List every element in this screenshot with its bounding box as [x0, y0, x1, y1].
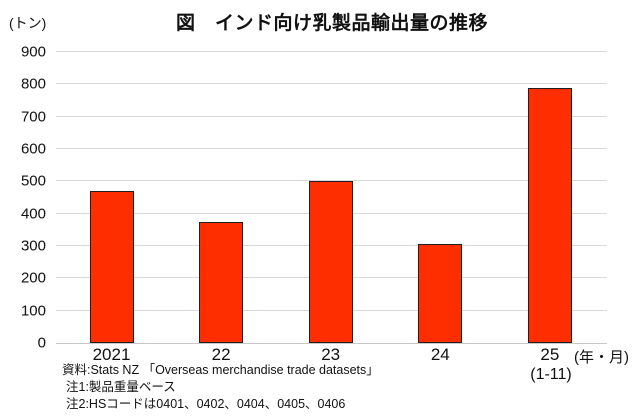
chart-title: 図 インド向け乳製品輸出量の推移 — [175, 13, 488, 34]
note-1: 注1:製品重量ベース — [66, 380, 176, 394]
bar-22 — [199, 221, 244, 343]
xtick-label-25: 25 — [540, 345, 560, 364]
ytick-label-500: 500 — [20, 172, 46, 190]
ytick-label-800: 800 — [20, 75, 46, 93]
ytick-label-300: 300 — [20, 237, 46, 255]
x-axis-sub-label: (1-11) — [530, 366, 572, 383]
bar-2021 — [89, 191, 134, 343]
x-axis-labels: 2021 22 23 24 25 — [56, 345, 607, 366]
xtick-label-23: 23 — [321, 345, 341, 364]
xtick-label-22: 22 — [211, 345, 231, 364]
gridline-0 — [56, 343, 607, 344]
y-axis-unit-label: (トン) — [9, 15, 47, 31]
bar-24 — [418, 244, 463, 343]
ytick-label-900: 900 — [20, 43, 46, 61]
ytick-label-200: 200 — [20, 269, 46, 287]
ytick-label-700: 700 — [20, 108, 46, 126]
gridline-800 — [56, 83, 607, 85]
y-axis-labels: 900 800 700 600 500 400 300 200 100 0 — [0, 45, 46, 351]
gridline-600 — [56, 147, 607, 149]
gridline-700 — [56, 115, 607, 117]
notes-block: 資料:Stats NZ 「Overseas merchandise trade … — [62, 362, 379, 413]
xtick-label-2021: 2021 — [92, 345, 131, 364]
plot-area — [56, 51, 607, 344]
ytick-label-100: 100 — [20, 302, 46, 320]
note-2: 注2:HSコードは0401、0402、0404、0405、0406 — [66, 397, 346, 411]
gridline-900 — [56, 51, 607, 52]
source-note: 資料:Stats NZ 「Overseas merchandise trade … — [62, 363, 379, 377]
xtick-label-24: 24 — [430, 345, 450, 364]
ytick-label-0: 0 — [37, 334, 46, 352]
ytick-label-600: 600 — [20, 140, 46, 158]
bar-25 — [527, 87, 572, 343]
ytick-label-400: 400 — [20, 205, 46, 223]
x-axis-unit-label: (年・月) — [574, 349, 629, 366]
gridline-500 — [56, 180, 607, 182]
bar-23 — [308, 181, 353, 343]
